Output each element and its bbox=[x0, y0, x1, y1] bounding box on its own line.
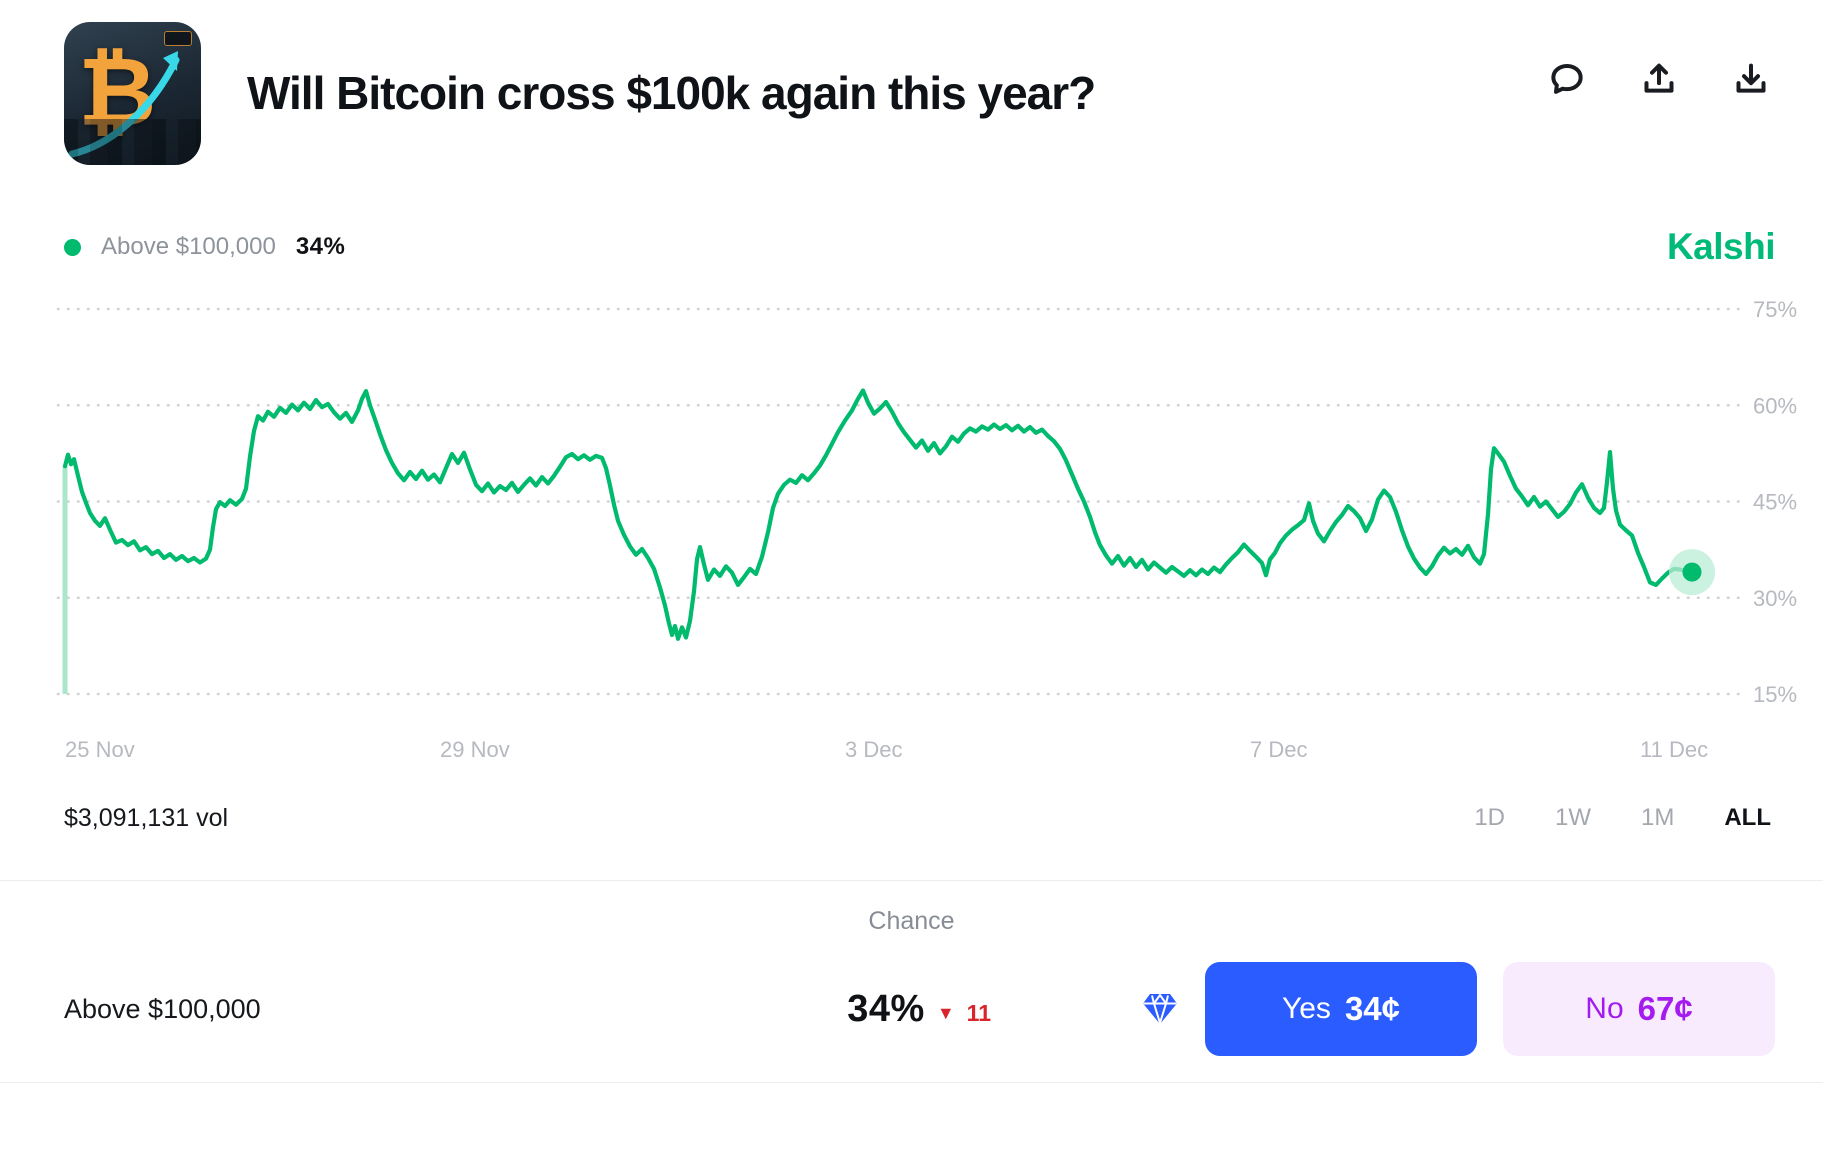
series-label: Above $100,000 bbox=[101, 233, 276, 260]
chance-panel: Chance Above $100,000 34% ▼ 11 Yes 34¢ bbox=[0, 880, 1823, 1083]
city-skyline bbox=[64, 118, 201, 165]
uptrend-arrow-icon bbox=[68, 50, 180, 157]
svg-text:3 Dec: 3 Dec bbox=[845, 737, 902, 762]
gem-icon[interactable] bbox=[1141, 991, 1179, 1027]
svg-text:15%: 15% bbox=[1753, 682, 1797, 707]
chance-change: 11 bbox=[966, 999, 991, 1026]
svg-text:11 Dec: 11 Dec bbox=[1640, 737, 1708, 762]
comment-icon bbox=[1551, 64, 1583, 94]
header: ₿ Will Bitcoin cross $100k again this ye… bbox=[0, 0, 1823, 168]
range-selector: 1D 1W 1M ALL bbox=[1470, 802, 1775, 834]
comment-button[interactable] bbox=[1543, 55, 1591, 103]
chance-column-header: Chance bbox=[868, 907, 955, 935]
kalshi-wordmark: Kalshi bbox=[1666, 226, 1776, 267]
range-1w-button[interactable]: 1W bbox=[1551, 802, 1595, 834]
svg-text:7 Dec: 7 Dec bbox=[1250, 737, 1307, 762]
range-1d-button[interactable]: 1D bbox=[1470, 802, 1509, 834]
range-1m-button[interactable]: 1M bbox=[1637, 802, 1678, 834]
chance-value-group: 34% ▼ 11 bbox=[847, 988, 991, 1031]
page-title: Will Bitcoin cross $100k again this year… bbox=[247, 66, 1096, 119]
yes-price: 34¢ bbox=[1344, 990, 1400, 1027]
chart-legend-row: Above $100,000 34% Kalshi bbox=[0, 168, 1823, 268]
no-price: 67¢ bbox=[1637, 990, 1693, 1027]
outcome-row: Above $100,000 34% ▼ 11 Yes 34¢ No bbox=[0, 946, 1823, 1083]
svg-text:30%: 30% bbox=[1753, 586, 1797, 611]
no-button[interactable]: No 67¢ bbox=[1503, 962, 1775, 1056]
market-thumbnail: ₿ bbox=[64, 21, 201, 165]
header-actions bbox=[1543, 55, 1775, 103]
series-current-value: 34% bbox=[295, 233, 346, 260]
chance-value: 34% bbox=[847, 987, 925, 1030]
svg-text:45%: 45% bbox=[1753, 490, 1797, 515]
download-icon bbox=[1736, 63, 1766, 93]
price-history-chart[interactable]: 75% 60% 45% 30% 15% 25 Nov 29 Nov 3 Dec 7 Dec 11 … bbox=[0, 276, 1823, 768]
down-arrow-icon: ▼ bbox=[936, 1002, 955, 1023]
svg-text:25 Nov: 25 Nov bbox=[65, 737, 135, 762]
yes-button[interactable]: Yes 34¢ bbox=[1205, 962, 1477, 1056]
svg-text:60%: 60% bbox=[1753, 393, 1797, 418]
no-label: No bbox=[1585, 992, 1624, 1025]
chart-meta-row: $3,091,131 vol 1D 1W 1M ALL bbox=[0, 768, 1823, 834]
svg-text:75%: 75% bbox=[1753, 297, 1797, 322]
series-dot-icon bbox=[64, 238, 81, 256]
volume-label: $3,091,131 vol bbox=[64, 803, 229, 832]
svg-text:29 Nov: 29 Nov bbox=[440, 737, 510, 762]
thumbnail-badge bbox=[164, 30, 192, 46]
yes-label: Yes bbox=[1281, 992, 1331, 1025]
download-button[interactable] bbox=[1727, 55, 1775, 103]
share-button[interactable] bbox=[1635, 55, 1683, 103]
share-upload-icon bbox=[1644, 63, 1674, 93]
range-all-button[interactable]: ALL bbox=[1720, 802, 1775, 834]
outcome-label: Above $100,000 bbox=[64, 993, 261, 1024]
